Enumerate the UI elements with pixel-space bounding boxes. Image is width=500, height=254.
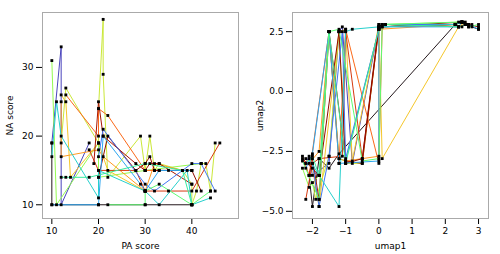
svg-text:30: 30 [22,62,34,72]
svg-text:−2: −2 [306,226,319,236]
svg-text:2.5: 2.5 [269,27,283,37]
svg-text:2: 2 [442,226,448,236]
svg-text:20: 20 [93,226,105,236]
svg-text:10: 10 [46,226,58,236]
svg-text:−2.5: −2.5 [262,146,284,156]
svg-text:0: 0 [376,226,382,236]
svg-text:umap1: umap1 [375,241,406,251]
svg-text:−5.0: −5.0 [262,206,284,216]
svg-text:1: 1 [409,226,415,236]
svg-text:40: 40 [186,226,198,236]
svg-text:10: 10 [22,200,34,210]
svg-text:20: 20 [22,131,34,141]
svg-text:0.0: 0.0 [269,86,284,96]
svg-text:3: 3 [476,226,482,236]
svg-text:PA score: PA score [121,241,160,251]
svg-text:umap2: umap2 [255,100,265,131]
svg-text:NA score: NA score [5,95,15,135]
svg-text:−1: −1 [339,226,352,236]
svg-text:30: 30 [139,226,151,236]
